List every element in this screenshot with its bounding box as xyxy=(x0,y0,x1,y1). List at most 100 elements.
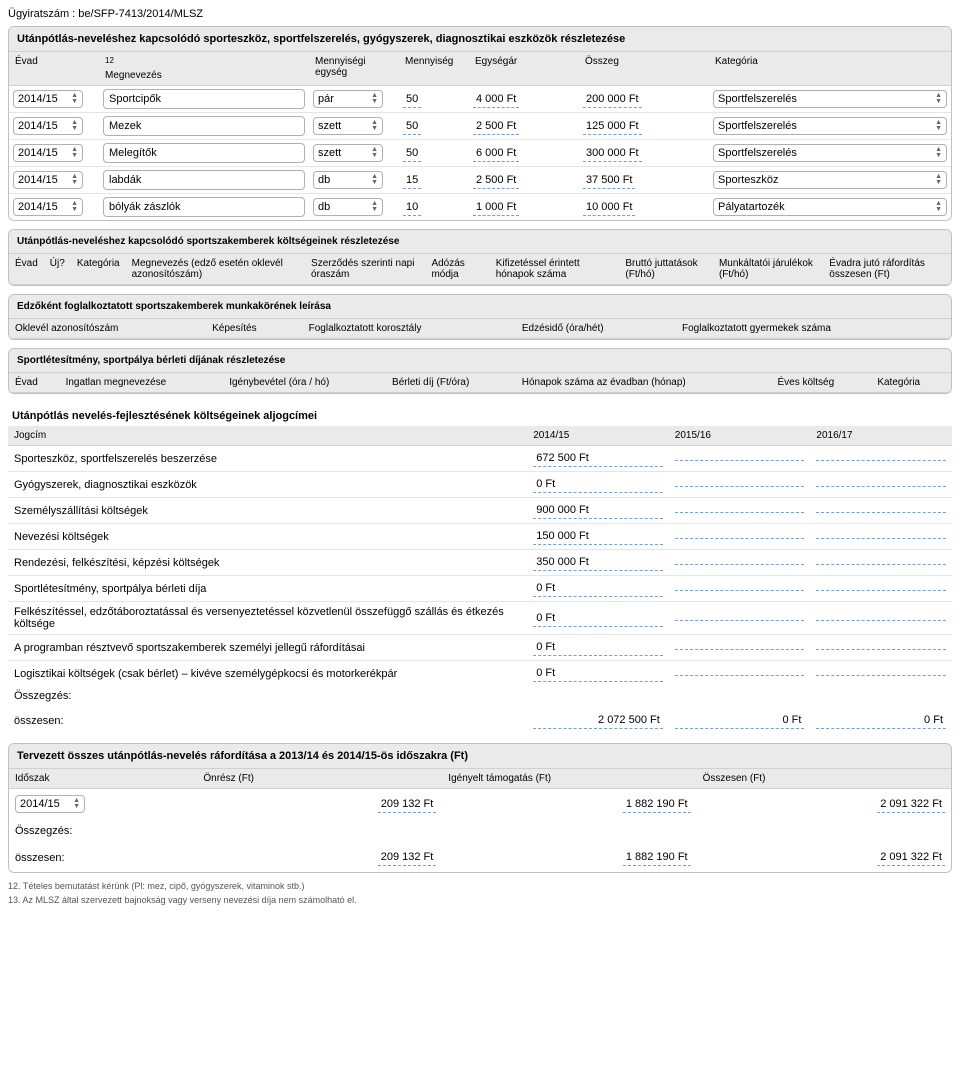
total-value: 10 000 Ft xyxy=(583,199,635,216)
column-header: Kategória xyxy=(871,373,951,393)
th-megnevezes: 12Megnevezés xyxy=(99,52,309,86)
evad-spinner[interactable]: 2014/15▲▼ xyxy=(13,171,83,189)
unit-value: szett xyxy=(318,147,367,159)
qty-input[interactable]: 10 xyxy=(403,199,421,216)
subcost-2014[interactable]: 350 000 Ft xyxy=(533,554,663,571)
evad-spinner[interactable]: 2014/15▲▼ xyxy=(13,144,83,162)
table-row: Sportlétesítmény, sportpálya bérleti díj… xyxy=(8,576,952,602)
column-header: Adózás módja xyxy=(425,254,489,285)
category-value: Pályatartozék xyxy=(718,201,931,213)
qty-input[interactable]: 15 xyxy=(403,172,421,189)
price-input[interactable]: 2 500 Ft xyxy=(473,172,519,189)
category-spinner[interactable]: Sportfelszerelés▲▼ xyxy=(713,117,947,135)
subcost-2016[interactable] xyxy=(816,534,946,539)
planned-onresz: 209 132 Ft xyxy=(378,796,437,813)
qty-input[interactable]: 50 xyxy=(403,91,421,108)
subcost-2016[interactable] xyxy=(816,616,946,621)
unit-spinner[interactable]: szett▲▼ xyxy=(313,144,383,162)
section-planned-title: Tervezett összes utánpótlás-nevelés ráfo… xyxy=(9,744,951,769)
column-header: Kifizetéssel érintett hónapok száma xyxy=(490,254,620,285)
spinner-arrows-icon: ▲▼ xyxy=(371,120,378,132)
subcost-2014[interactable]: 150 000 Ft xyxy=(533,528,663,545)
planned-evad-spinner[interactable]: 2014/15 ▲▼ xyxy=(15,795,85,813)
subcost-2014[interactable]: 0 Ft xyxy=(533,476,663,493)
document-number: Ügyiratszám : be/SFP-7413/2014/MLSZ xyxy=(8,8,952,20)
subcost-2014[interactable]: 900 000 Ft xyxy=(533,502,663,519)
table-row: 2014/15▲▼labdákdb▲▼152 500 Ft37 500 FtSp… xyxy=(9,167,951,194)
subcost-2014[interactable]: 0 Ft xyxy=(533,665,663,682)
spinner-arrows-icon: ▲▼ xyxy=(71,120,78,132)
unit-spinner[interactable]: db▲▼ xyxy=(313,198,383,216)
subcost-total-label: összesen: xyxy=(8,706,527,735)
subcost-2016[interactable] xyxy=(816,645,946,650)
th-igenyelt: Igényelt támogatás (Ft) xyxy=(442,769,696,789)
spinner-arrows-icon: ▲▼ xyxy=(73,798,80,810)
megnevezes-input[interactable]: bólyák zászlók xyxy=(103,197,305,217)
unit-spinner[interactable]: db▲▼ xyxy=(313,171,383,189)
column-header: Évadra jutó ráfordítás összesen (Ft) xyxy=(823,254,951,285)
subcost-2015[interactable] xyxy=(675,560,805,565)
subcost-2014[interactable]: 0 Ft xyxy=(533,639,663,656)
subcost-2015[interactable] xyxy=(675,482,805,487)
rental-table: Sportlétesítmény, sportpálya bérleti díj… xyxy=(9,349,951,393)
column-header: Képesítés xyxy=(206,319,303,339)
evad-value: 2014/15 xyxy=(18,147,67,159)
column-header: Foglalkoztatott korosztály xyxy=(303,319,516,339)
footnote-12: 12. Tételes bemutatást kérünk (Pl: mez, … xyxy=(8,881,952,891)
subcost-2015[interactable] xyxy=(675,586,805,591)
evad-spinner[interactable]: 2014/15▲▼ xyxy=(13,90,83,108)
megnevezes-input[interactable]: Melegítők xyxy=(103,143,305,163)
megnevezes-input[interactable]: Mezek xyxy=(103,116,305,136)
th-2014: 2014/15 xyxy=(527,426,669,446)
megnevezes-input[interactable]: Sportcipők xyxy=(103,89,305,109)
megnevezes-input[interactable]: labdák xyxy=(103,170,305,190)
subcost-2015[interactable] xyxy=(675,456,805,461)
spinner-arrows-icon: ▲▼ xyxy=(371,93,378,105)
subcost-2014[interactable]: 0 Ft xyxy=(533,610,663,627)
subcost-2016[interactable] xyxy=(816,560,946,565)
unit-spinner[interactable]: szett▲▼ xyxy=(313,117,383,135)
subcost-2016[interactable] xyxy=(816,671,946,676)
qty-input[interactable]: 50 xyxy=(403,118,421,135)
subcost-2015[interactable] xyxy=(675,671,805,676)
planned-total-onresz: 209 132 Ft xyxy=(378,849,437,866)
price-input[interactable]: 4 000 Ft xyxy=(473,91,519,108)
subcost-2016[interactable] xyxy=(816,586,946,591)
subcost-2015[interactable] xyxy=(675,645,805,650)
evad-spinner[interactable]: 2014/15▲▼ xyxy=(13,198,83,216)
category-spinner[interactable]: Sporteszköz▲▼ xyxy=(713,171,947,189)
category-spinner[interactable]: Sportfelszerelés▲▼ xyxy=(713,90,947,108)
category-spinner[interactable]: Sportfelszerelés▲▼ xyxy=(713,144,947,162)
table-row: 2014/15▲▼Melegítőkszett▲▼506 000 Ft300 0… xyxy=(9,140,951,167)
subcost-2016[interactable] xyxy=(816,508,946,513)
table-row: Gyógyszerek, diagnosztikai eszközök0 Ft xyxy=(8,472,952,498)
price-input[interactable]: 1 000 Ft xyxy=(473,199,519,216)
price-input[interactable]: 6 000 Ft xyxy=(473,145,519,162)
table-row: Rendezési, felkészítési, képzési költség… xyxy=(8,550,952,576)
subcost-2015[interactable] xyxy=(675,508,805,513)
th-2015: 2015/16 xyxy=(669,426,811,446)
planned-total-osszesen: 2 091 322 Ft xyxy=(877,849,945,866)
qty-input[interactable]: 50 xyxy=(403,145,421,162)
column-header: Bérleti díj (Ft/óra) xyxy=(386,373,516,393)
evad-spinner[interactable]: 2014/15▲▼ xyxy=(13,117,83,135)
evad-value: 2014/15 xyxy=(18,93,67,105)
column-header: Kategória xyxy=(71,254,126,285)
price-input[interactable]: 2 500 Ft xyxy=(473,118,519,135)
unit-spinner[interactable]: pár▲▼ xyxy=(313,90,383,108)
subcost-2014[interactable]: 672 500 Ft xyxy=(533,450,663,467)
column-header: Szerződés szerinti napi óraszám xyxy=(305,254,425,285)
subcost-2015[interactable] xyxy=(675,616,805,621)
equipment-table: Utánpótlás-neveléshez kapcsolódó sportes… xyxy=(9,27,951,220)
section-coach-desc: Edzőként foglalkoztatott sportszakembere… xyxy=(8,294,952,340)
column-header: Oklevél azonosítószám xyxy=(9,319,206,339)
subcost-2016[interactable] xyxy=(816,456,946,461)
planned-total-igenyelt: 1 882 190 Ft xyxy=(623,849,691,866)
category-value: Sportfelszerelés xyxy=(718,120,931,132)
column-header: Hónapok száma az évadban (hónap) xyxy=(516,373,772,393)
subcost-2015[interactable] xyxy=(675,534,805,539)
subcost-2014[interactable]: 0 Ft xyxy=(533,580,663,597)
category-spinner[interactable]: Pályatartozék▲▼ xyxy=(713,198,947,216)
subcost-2016[interactable] xyxy=(816,482,946,487)
column-header: Évad xyxy=(9,254,44,285)
